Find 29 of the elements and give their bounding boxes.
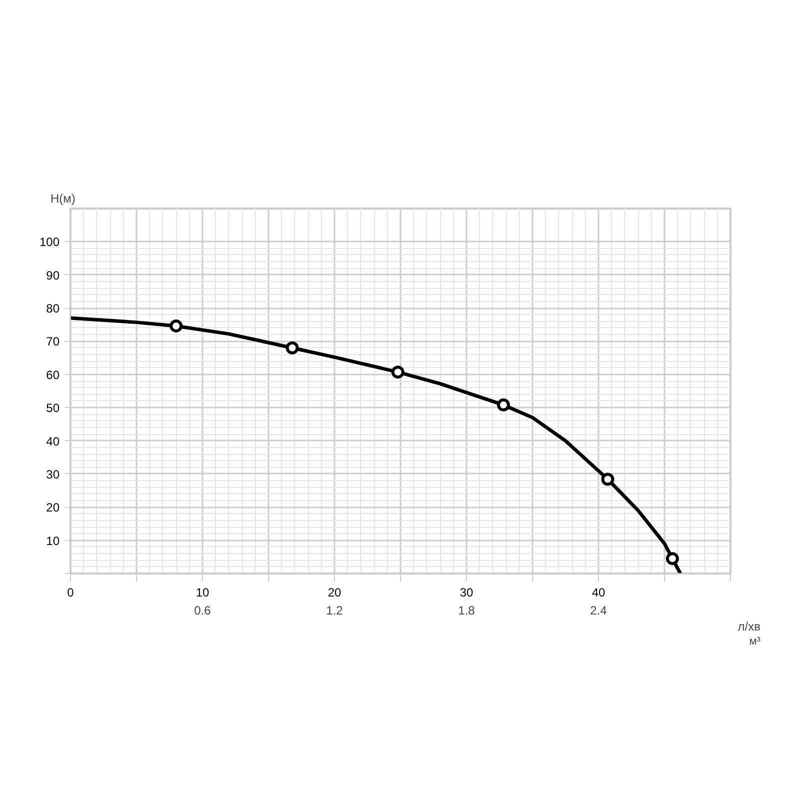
x2-tick-label: 1.2 — [326, 604, 344, 618]
x-tick-label: 0 — [67, 586, 74, 600]
y-tick-label: 50 — [46, 401, 60, 416]
x-tick-label: 10 — [196, 586, 210, 600]
y-tick-label: 80 — [46, 302, 60, 316]
point — [601, 472, 614, 486]
point — [170, 319, 183, 332]
y-tick-label: 10 — [46, 534, 60, 548]
y-tick-label: 90 — [46, 268, 60, 282]
x-axis-title: л/хв — [738, 620, 761, 634]
x2-axis-title: м³ — [749, 636, 761, 648]
x-tick-label: 40 — [592, 586, 606, 600]
point — [286, 341, 299, 354]
x-tick-label: 30 — [460, 586, 474, 600]
point — [391, 366, 404, 379]
y-axis-title: H(м) — [50, 192, 76, 206]
y-tick-label: 70 — [46, 334, 60, 349]
x2-tick-label: 1.8 — [458, 604, 476, 618]
line-series — [70, 316, 682, 574]
x2-tick-label: 2.4 — [590, 604, 608, 618]
y-tick-label: 40 — [46, 434, 60, 448]
x2-tick-label: 0.6 — [194, 604, 212, 618]
point — [496, 398, 510, 412]
y-tick-label: 100 — [39, 235, 60, 250]
point — [666, 552, 679, 566]
y-tick-label: 30 — [46, 467, 60, 482]
y-tick-label: 20 — [46, 500, 60, 515]
x-tick-label: 20 — [328, 586, 342, 600]
y-tick-label: 60 — [46, 368, 60, 382]
